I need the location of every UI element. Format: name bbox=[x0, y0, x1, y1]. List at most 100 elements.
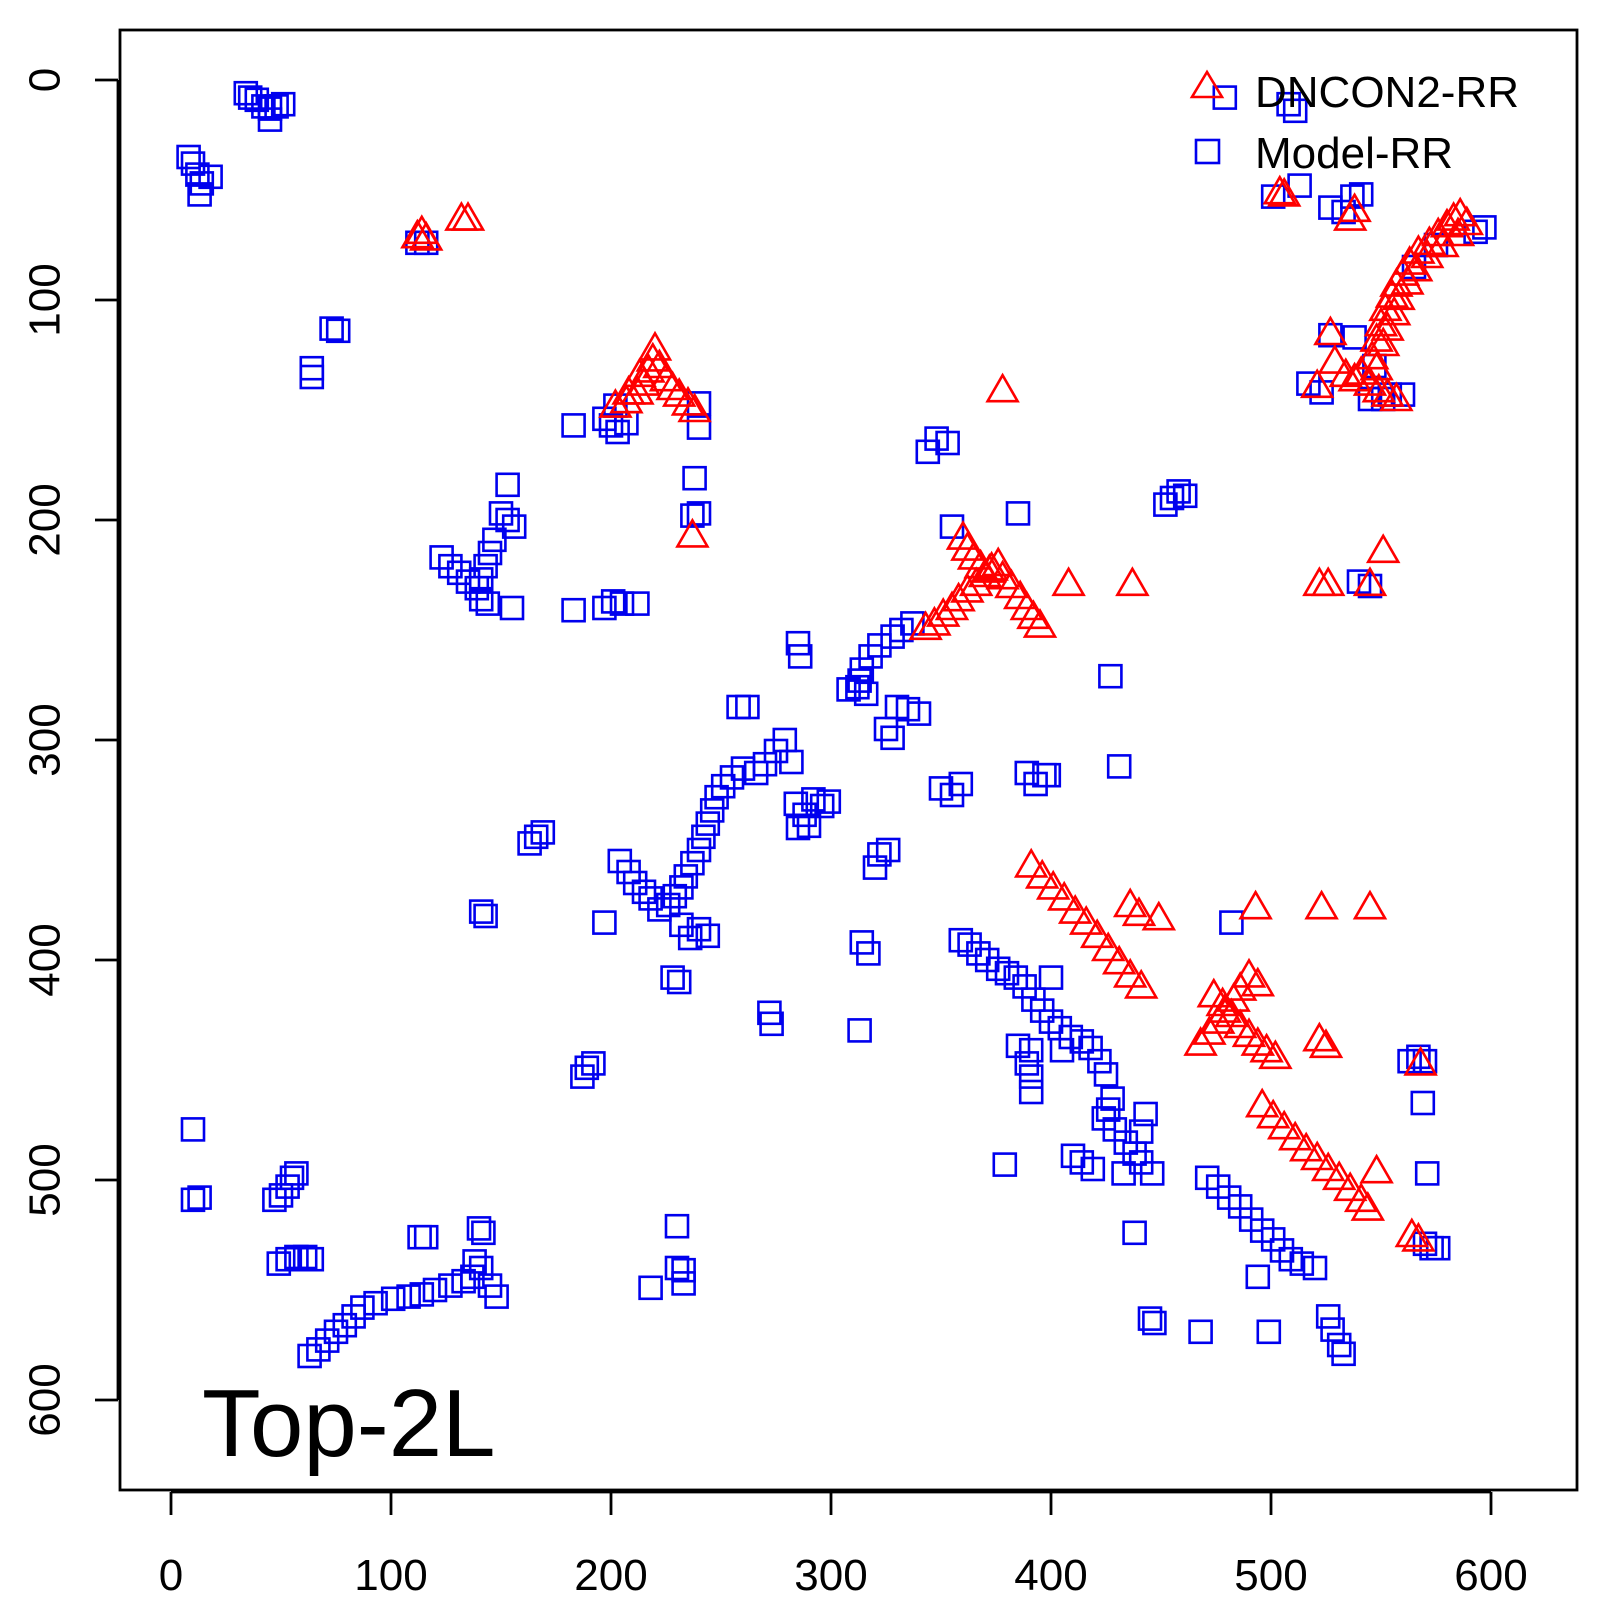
dncon2-rr-point bbox=[670, 385, 706, 416]
legend-triangle-marker bbox=[1189, 69, 1225, 99]
dncon2-rr-point bbox=[1409, 238, 1445, 269]
model-rr-point bbox=[609, 591, 635, 616]
model-rr-point bbox=[858, 644, 883, 669]
dncon2-rr-point bbox=[1249, 1032, 1284, 1063]
model-rr-point bbox=[669, 912, 694, 938]
model-rr-point bbox=[1005, 501, 1031, 526]
model-rr-point bbox=[1005, 1033, 1031, 1059]
model-rr-point bbox=[704, 784, 729, 810]
model-rr-point bbox=[1326, 1332, 1352, 1358]
model-rr-point bbox=[284, 1161, 309, 1186]
model-rr-point bbox=[686, 415, 712, 440]
y-tick-label: 500 bbox=[21, 1143, 70, 1216]
model-rr-point bbox=[600, 589, 626, 614]
model-rr-point bbox=[1159, 485, 1185, 511]
model-rr-point bbox=[1128, 1119, 1154, 1144]
model-rr-point bbox=[319, 316, 344, 341]
model-rr-point bbox=[1269, 1238, 1295, 1263]
dncon2-rr-point bbox=[1258, 1039, 1293, 1070]
model-rr-point bbox=[299, 1246, 325, 1272]
model-rr-point bbox=[809, 793, 835, 819]
model-rr-point bbox=[1397, 1048, 1422, 1074]
model-rr-point bbox=[1014, 1051, 1040, 1076]
model-rr-point bbox=[787, 644, 813, 669]
dncon2-rr-point bbox=[1359, 350, 1394, 381]
x-tick-label: 400 bbox=[1014, 1551, 1087, 1600]
model-rr-point bbox=[297, 1343, 322, 1369]
dncon2-rr-point bbox=[950, 572, 985, 603]
dncon2-rr-point bbox=[622, 357, 657, 388]
dncon2-rr-point bbox=[1302, 1021, 1337, 1052]
model-rr-point bbox=[1219, 910, 1244, 935]
model-rr-point bbox=[275, 1246, 300, 1272]
model-rr-point bbox=[875, 837, 901, 863]
model-rr-point bbox=[856, 941, 881, 966]
model-rr-point bbox=[1425, 1235, 1451, 1261]
model-rr-point bbox=[477, 540, 503, 566]
model-rr-point bbox=[185, 162, 210, 187]
model-rr-point bbox=[915, 439, 941, 465]
model-rr-point bbox=[422, 1277, 448, 1303]
model-rr-point bbox=[1012, 974, 1037, 999]
model-rr-point bbox=[468, 899, 494, 924]
x-tick-label: 500 bbox=[1234, 1551, 1307, 1600]
model-rr-point bbox=[1018, 1079, 1044, 1105]
model-rr-point bbox=[1133, 1101, 1158, 1127]
dncon2-rr-point bbox=[945, 519, 981, 550]
model-rr-point bbox=[270, 91, 296, 117]
model-rr-point bbox=[1137, 1306, 1163, 1331]
model-rr-point bbox=[251, 94, 276, 119]
dncon2-rr-point bbox=[1101, 944, 1137, 975]
x-tick-label: 100 bbox=[354, 1551, 427, 1600]
model-rr-point bbox=[380, 1286, 406, 1312]
model-rr-point bbox=[662, 883, 688, 909]
dncon2-rr-point bbox=[1381, 280, 1416, 311]
dncon2-rr-point bbox=[1308, 1028, 1344, 1059]
model-rr-point bbox=[862, 855, 888, 880]
model-rr-point bbox=[244, 87, 270, 113]
dncon2-rr-point bbox=[450, 200, 486, 231]
dncon2-rr-point bbox=[972, 552, 1007, 583]
model-rr-point bbox=[574, 1055, 600, 1081]
dncon2-rr-point bbox=[1401, 1221, 1436, 1252]
model-rr-point bbox=[1282, 98, 1308, 124]
model-rr-point bbox=[1315, 1304, 1341, 1329]
model-rr-point bbox=[1018, 1037, 1044, 1063]
y-tick-label: 600 bbox=[21, 1363, 70, 1436]
y-tick-label: 300 bbox=[21, 703, 70, 776]
model-rr-point bbox=[495, 472, 520, 498]
model-rr-point bbox=[889, 617, 914, 643]
model-rr-point bbox=[1122, 1220, 1147, 1246]
dncon2-rr-point bbox=[1240, 966, 1276, 997]
dncon2-rr-point bbox=[1051, 566, 1086, 597]
model-rr-point bbox=[695, 923, 721, 949]
y-axis: 0 100 200 300 400 500 600 bbox=[21, 68, 120, 1437]
dncon2-rr-point bbox=[1390, 264, 1425, 295]
model-rr-point bbox=[1078, 1035, 1103, 1061]
model-rr-point bbox=[873, 716, 899, 742]
dncon2-rr-point bbox=[1352, 889, 1388, 920]
model-rr-point bbox=[561, 597, 586, 623]
model-rr-point bbox=[466, 1216, 492, 1241]
model-rr-point bbox=[332, 1312, 358, 1338]
model-rr-point bbox=[581, 1051, 606, 1076]
model-rr-point bbox=[1172, 483, 1198, 509]
model-rr-point bbox=[1060, 1143, 1086, 1169]
model-rr-point bbox=[1049, 1037, 1075, 1063]
model-rr-point bbox=[484, 1284, 509, 1309]
dncon2-rr-point bbox=[635, 341, 671, 372]
model-rr-point bbox=[660, 965, 685, 990]
model-rr-point bbox=[495, 507, 520, 533]
model-rr-point bbox=[499, 595, 525, 621]
model-rr-point bbox=[1406, 1044, 1431, 1070]
model-rr-point bbox=[1412, 1231, 1438, 1257]
dncon2-rr-point bbox=[648, 361, 684, 392]
dncon2-rr-point bbox=[941, 581, 976, 612]
legend: DNCON2-RR Model-RR bbox=[1189, 68, 1519, 178]
model-rr-point bbox=[180, 1117, 206, 1142]
dncon2-rr-point bbox=[1262, 174, 1298, 205]
model-rr-point bbox=[686, 837, 712, 863]
dncon2-rr-point bbox=[1352, 365, 1388, 396]
